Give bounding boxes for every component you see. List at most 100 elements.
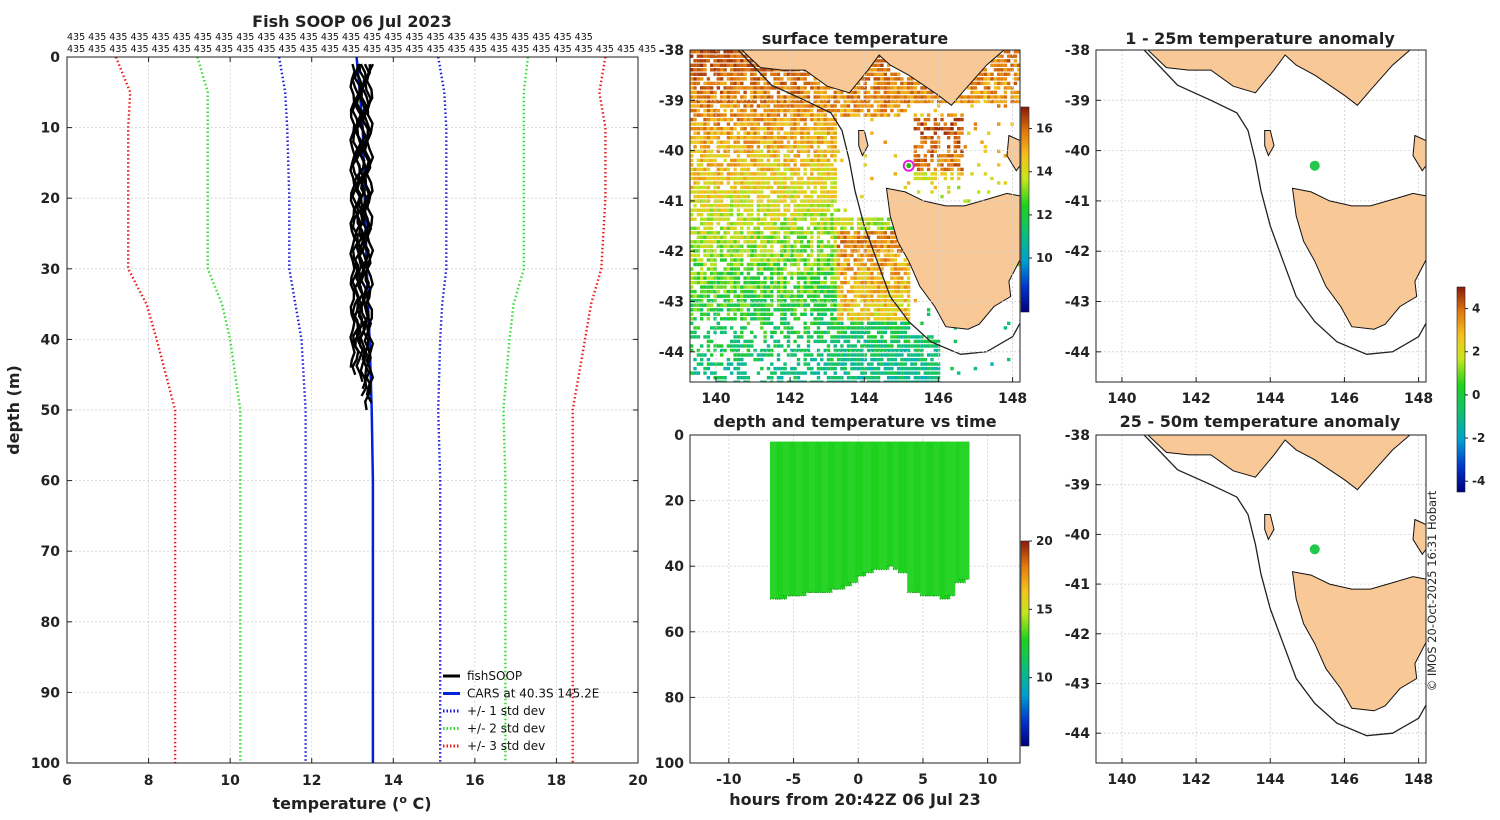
sst-cell	[826, 244, 831, 249]
sst-cell	[863, 77, 867, 81]
sst-cell	[810, 217, 814, 221]
sst-cell	[730, 113, 734, 117]
sst-cell	[983, 81, 988, 86]
sst-cell	[840, 285, 844, 289]
sst-cell	[716, 240, 721, 244]
sst-cell	[700, 145, 704, 149]
sst-cell	[903, 289, 907, 294]
sst-cell	[706, 176, 711, 181]
sst-cell	[870, 68, 874, 72]
sst-cell	[760, 176, 764, 181]
sst-cell	[720, 194, 724, 199]
sst-cell	[736, 68, 741, 72]
std-dev-1-low-line	[277, 57, 307, 763]
sst-cell	[813, 113, 817, 117]
sst-cell	[723, 113, 727, 117]
sst-cell	[766, 194, 771, 199]
sst-cell	[760, 104, 764, 108]
sst-cell	[746, 208, 751, 212]
sst-cell	[706, 185, 711, 190]
sst-cell	[843, 280, 847, 285]
sst-cell	[866, 95, 871, 99]
sst-cell	[903, 330, 907, 335]
sst-cell	[730, 289, 734, 294]
sst-cell	[923, 140, 927, 144]
sst-cell	[790, 72, 794, 76]
sst-cell	[773, 285, 777, 289]
sst-cell	[726, 50, 731, 54]
sst-cell	[696, 140, 701, 144]
sst-cell	[930, 90, 934, 95]
sst-cell	[786, 380, 791, 382]
sst-cell	[793, 299, 797, 303]
surface-map-vessel-dot	[906, 163, 912, 169]
sst-cell	[730, 276, 734, 280]
sst-cell	[773, 149, 777, 153]
sst-cell	[730, 348, 734, 353]
sst-cell	[796, 276, 801, 280]
sst-cell	[736, 81, 741, 86]
sst-cell	[703, 104, 707, 108]
sst-cell	[706, 253, 711, 258]
sst-cell	[853, 108, 857, 113]
sst-cell	[870, 321, 874, 325]
sst-cell	[906, 285, 911, 289]
sst-cell	[770, 131, 774, 135]
sst-cell	[736, 117, 741, 122]
sst-cell	[860, 348, 864, 353]
sst-cell	[773, 253, 777, 258]
sst-cell	[896, 86, 901, 90]
sst-cell	[713, 235, 717, 239]
sst-cell	[813, 86, 817, 90]
sst-cell	[840, 366, 844, 371]
sst-cell	[890, 380, 894, 382]
sst-cell	[720, 208, 724, 212]
sst-cell	[690, 348, 694, 353]
sst-cell	[893, 321, 897, 325]
sst-cell	[716, 113, 721, 117]
sst-cell	[816, 362, 821, 366]
sst-cell	[833, 90, 837, 95]
sst-cell	[740, 190, 744, 194]
sst-cell	[950, 176, 954, 181]
sst-cell	[816, 167, 821, 172]
sst-cell	[957, 127, 961, 131]
sst-cell	[756, 312, 761, 316]
sst-cell	[920, 131, 924, 135]
sst-cell	[750, 90, 754, 95]
sst-cell	[916, 176, 921, 181]
sst-cell	[803, 231, 807, 235]
sst-cell	[716, 289, 721, 294]
sst-cell	[713, 185, 717, 190]
sst-cell	[723, 217, 727, 221]
sst-cell	[820, 339, 824, 344]
sst-cell	[906, 366, 911, 371]
sst-cell	[770, 185, 774, 190]
sst-cell	[740, 54, 744, 58]
sst-cell	[826, 344, 831, 348]
sst-cell	[706, 140, 711, 144]
sst-cell	[880, 353, 884, 357]
sst-cell	[693, 50, 697, 54]
sst-cell	[740, 213, 744, 217]
sst-cell	[806, 158, 811, 163]
sst-cell	[830, 289, 834, 294]
sst-cell	[726, 217, 731, 221]
sst-cell	[770, 217, 774, 221]
sst-cell	[733, 59, 737, 63]
sst-cell	[793, 81, 797, 86]
sst-cell	[883, 353, 887, 357]
sst-cell	[713, 181, 717, 185]
sst-cell	[803, 172, 807, 176]
sst-cell	[903, 376, 907, 380]
sst-cell	[810, 104, 814, 108]
sst-cell	[870, 72, 874, 76]
sst-cell	[773, 208, 777, 212]
std-dev-3-high-line	[571, 57, 607, 763]
sst-cell	[790, 172, 794, 176]
sst-cell	[873, 339, 877, 344]
sst-cell	[706, 217, 711, 221]
sst-cell	[903, 362, 907, 366]
sst-cell	[766, 240, 771, 244]
